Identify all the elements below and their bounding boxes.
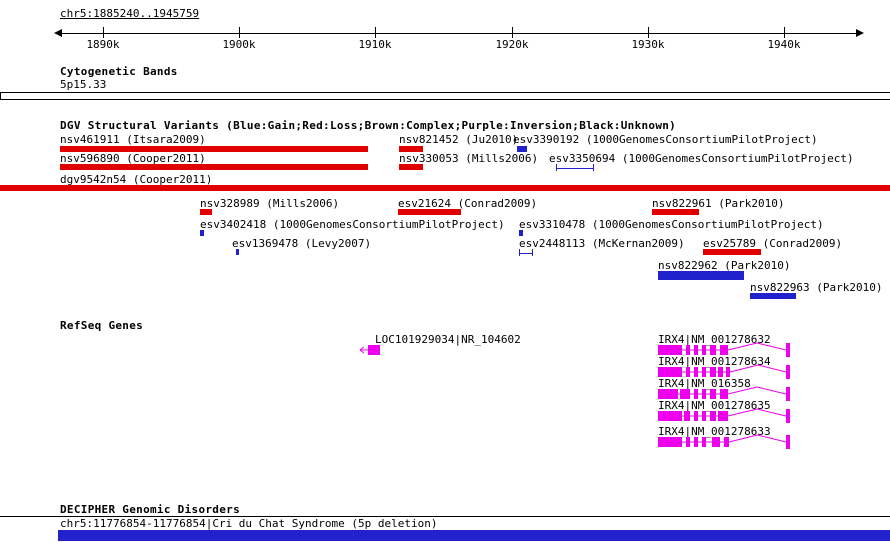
variant-label[interactable]: esv3390192 (1000GenomesConsortiumPilotPr… xyxy=(513,133,818,146)
variant-label[interactable]: esv3402418 (1000GenomesConsortiumPilotPr… xyxy=(200,218,505,231)
variant-bar[interactable] xyxy=(60,164,368,170)
variant-bar[interactable] xyxy=(0,185,890,191)
variant-bar[interactable] xyxy=(200,209,212,215)
decipher-separator xyxy=(0,516,890,517)
refseq-title: RefSeq Genes xyxy=(60,319,144,332)
variant-bracket[interactable] xyxy=(556,164,594,171)
variant-bracket-line xyxy=(557,167,593,169)
ruler-tick xyxy=(512,27,513,38)
variant-bar[interactable] xyxy=(60,146,368,152)
ruler-tick-label: 1940k xyxy=(767,38,801,51)
ruler-tick xyxy=(103,27,104,38)
decipher-title: DECIPHER Genomic Disorders xyxy=(60,503,240,516)
variant-label[interactable]: nsv821452 (Ju2010) xyxy=(399,133,519,146)
gene-label[interactable]: IRX4|NM_001278632 xyxy=(658,333,771,346)
variant-label[interactable]: esv21624 (Conrad2009) xyxy=(398,197,538,210)
dgv-title: DGV Structural Variants (Blue:Gain;Red:L… xyxy=(60,119,677,132)
decipher-entry[interactable]: chr5:11776854-11776854|Cri du Chat Syndr… xyxy=(60,517,438,530)
variant-bracket[interactable] xyxy=(519,249,533,256)
variant-label[interactable]: nsv461911 (Itsara2009) xyxy=(60,133,206,146)
cytoband-band xyxy=(0,92,890,100)
ruler-right-arrow-icon[interactable] xyxy=(856,29,864,37)
variant-bar[interactable] xyxy=(750,293,796,299)
variant-bracket-line xyxy=(520,252,532,254)
variant-bar[interactable] xyxy=(658,271,744,280)
variant-label[interactable]: esv3310478 (1000GenomesConsortiumPilotPr… xyxy=(519,218,824,231)
variant-bar[interactable] xyxy=(399,164,423,170)
variant-bar[interactable] xyxy=(399,146,423,152)
variant-bar[interactable] xyxy=(398,209,461,215)
ruler-line xyxy=(62,33,856,34)
ruler-tick-label: 1890k xyxy=(86,38,120,51)
ruler-tick-label: 1910k xyxy=(358,38,392,51)
gene-label[interactable]: IRX4|NM_016358 xyxy=(658,377,751,390)
ruler-tick-label: 1920k xyxy=(495,38,529,51)
variant-bar[interactable] xyxy=(517,146,527,152)
ruler-tick xyxy=(784,27,785,38)
gene-label[interactable]: IRX4|NM_001278635 xyxy=(658,399,771,412)
ruler-tick-label: 1900k xyxy=(222,38,256,51)
decipher-region-bar[interactable] xyxy=(58,530,890,541)
ruler-tick xyxy=(239,27,240,38)
variant-bar[interactable] xyxy=(236,249,239,255)
variant-label[interactable]: dgv9542n54 (Cooper2011) xyxy=(60,173,213,186)
ruler-tick xyxy=(648,27,649,38)
variant-label[interactable]: esv25789 (Conrad2009) xyxy=(703,237,843,250)
gene-label[interactable]: IRX4|NM_001278633 xyxy=(658,425,771,438)
variant-bar[interactable] xyxy=(652,209,699,215)
gene-label[interactable]: IRX4|NM_001278634 xyxy=(658,355,771,368)
variant-bar[interactable] xyxy=(703,249,761,255)
variant-bar[interactable] xyxy=(519,230,523,236)
variant-label[interactable]: esv1369478 (Levy2007) xyxy=(232,237,372,250)
gene-label[interactable]: LOC101929034|NR_104602 xyxy=(375,333,521,346)
ruler-tick xyxy=(375,27,376,38)
variant-label[interactable]: esv2448113 (McKernan2009) xyxy=(519,237,685,250)
variant-label[interactable]: nsv822962 (Park2010) xyxy=(658,259,791,272)
cytoband-name: 5p15.33 xyxy=(60,78,107,91)
variant-label[interactable]: nsv328989 (Mills2006) xyxy=(200,197,340,210)
ruler-tick-label: 1930k xyxy=(631,38,665,51)
ruler-left-arrow-icon[interactable] xyxy=(54,29,62,37)
region-label: chr5:1885240..1945759 xyxy=(60,7,200,20)
variant-bar[interactable] xyxy=(200,230,204,236)
variant-label[interactable]: nsv596890 (Cooper2011) xyxy=(60,152,206,165)
variant-label[interactable]: nsv330053 (Mills2006) xyxy=(399,152,539,165)
variant-label[interactable]: nsv822963 (Park2010) xyxy=(750,281,883,294)
variant-label[interactable]: esv3350694 (1000GenomesConsortiumPilotPr… xyxy=(549,152,854,165)
cytobands-title: Cytogenetic Bands xyxy=(60,65,178,78)
variant-label[interactable]: nsv822961 (Park2010) xyxy=(652,197,785,210)
